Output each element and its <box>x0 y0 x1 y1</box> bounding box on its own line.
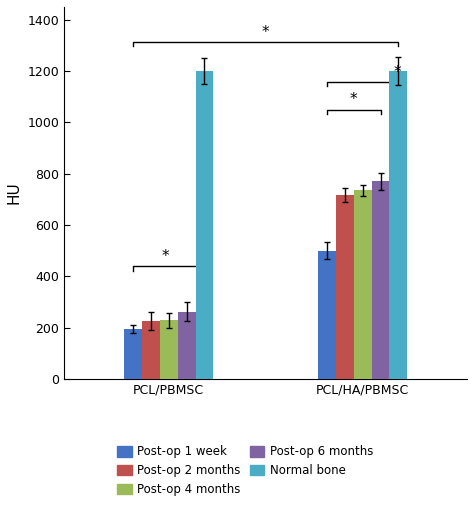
Bar <box>160 320 178 379</box>
Bar <box>124 329 142 379</box>
Bar <box>196 71 213 379</box>
Text: *: * <box>162 249 170 264</box>
Bar <box>372 181 390 379</box>
Text: *: * <box>393 65 401 80</box>
Y-axis label: HU: HU <box>7 181 22 204</box>
Bar <box>178 312 196 379</box>
Bar <box>318 250 336 379</box>
Bar <box>390 71 407 379</box>
Text: *: * <box>262 25 269 39</box>
Bar <box>336 195 354 379</box>
Bar <box>354 191 372 379</box>
Bar <box>142 321 160 379</box>
Text: *: * <box>350 92 357 107</box>
Legend: Post-op 1 week, Post-op 2 months, Post-op 4 months, Post-op 6 months, Normal bon: Post-op 1 week, Post-op 2 months, Post-o… <box>113 440 378 501</box>
